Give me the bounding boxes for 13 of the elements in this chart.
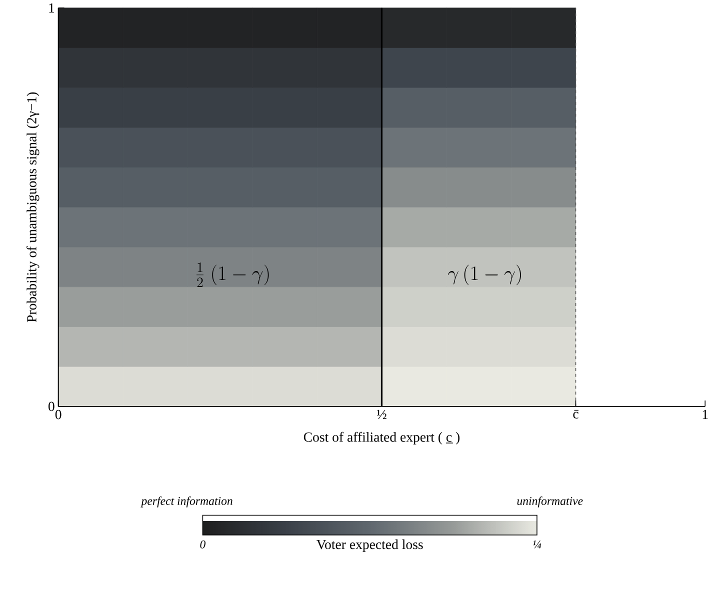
text: uninformative xyxy=(517,496,583,508)
x-tick-label: c̄ xyxy=(573,410,578,418)
color-bar-title: Voter expected loss xyxy=(316,539,423,552)
color-bar-label: 0 xyxy=(200,540,206,548)
color-bar-label: ¼ xyxy=(532,540,542,548)
x-tick-label: ½ xyxy=(377,410,386,419)
x-axis-title: Cost of affiliated expert ( c̲ ) xyxy=(304,432,460,444)
x-tick-label: 1 xyxy=(702,410,708,419)
y-axis-title: Probability of unambiguous signal (2γ−1) xyxy=(26,92,40,322)
annotation: $\frac{1}{2}\;(1-\gamma)$ xyxy=(196,262,269,287)
x-tick-label: 0 xyxy=(55,410,62,420)
annotation: $\gamma\,(1-\gamma)$ xyxy=(448,264,521,286)
text: perfect information xyxy=(140,496,232,508)
